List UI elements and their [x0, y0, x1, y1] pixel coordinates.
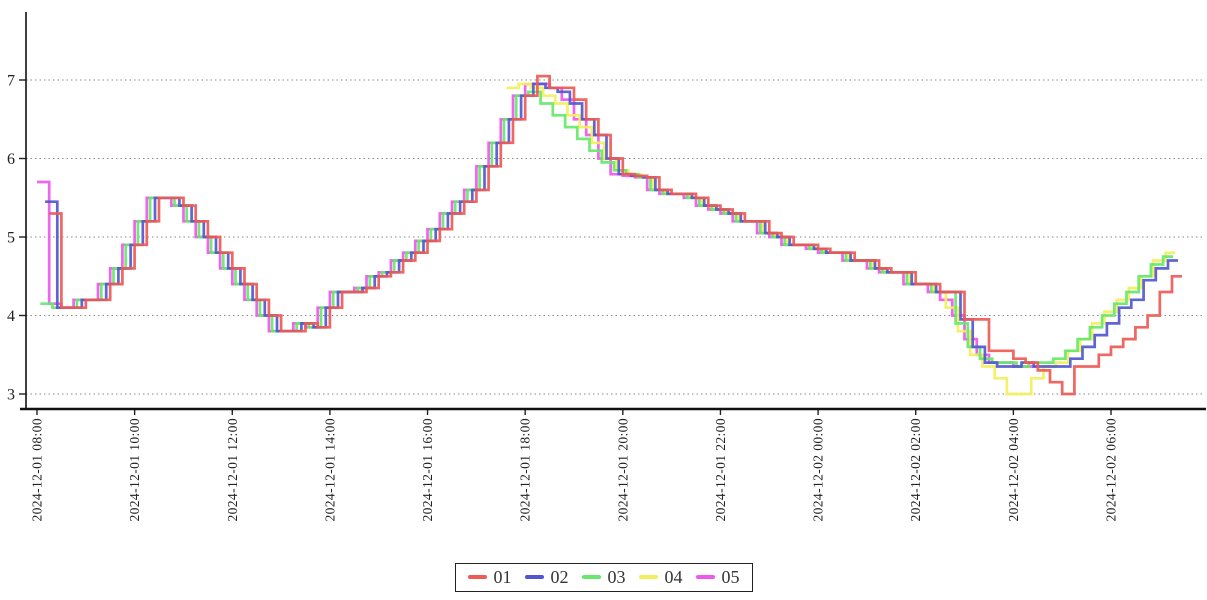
x-tick-label-5: 2024-12-01 18:00: [518, 418, 533, 522]
legend-swatch-03: [581, 575, 601, 579]
x-tick-label-7: 2024-12-01 22:00: [713, 418, 728, 522]
series-03-line: [40, 90, 1174, 368]
legend-swatch-05: [695, 575, 715, 579]
legend-item-02[interactable]: 02: [524, 566, 569, 588]
y-tick-label-5: 5: [7, 230, 15, 247]
chart-legend: 01 02 03 04 05: [454, 563, 753, 592]
x-tick-label-11: 2024-12-02 06:00: [1104, 418, 1119, 522]
legend-item-01[interactable]: 01: [467, 566, 512, 588]
y-tick-label-7: 7: [7, 73, 15, 90]
legend-swatch-02: [524, 575, 544, 579]
x-tick-label-1: 2024-12-01 10:00: [127, 418, 142, 522]
series-04-line: [506, 82, 1176, 396]
x-tick-label-6: 2024-12-01 20:00: [615, 418, 630, 522]
x-tick-label-3: 2024-12-01 14:00: [322, 418, 337, 522]
x-tick-label-8: 2024-12-02 00:00: [811, 418, 826, 522]
series-01-line: [49, 74, 1182, 396]
legend-label-01: 01: [493, 567, 512, 587]
legend-swatch-01: [467, 575, 487, 579]
legend-label-04: 04: [664, 567, 683, 587]
y-tick-label-3: 3: [7, 387, 15, 404]
legend-item-03[interactable]: 03: [581, 566, 626, 588]
x-tick-label-0: 2024-12-01 08:00: [30, 418, 45, 522]
legend-swatch-04: [638, 575, 658, 579]
legend-label-03: 03: [607, 567, 626, 587]
x-tick-label-2: 2024-12-01 12:00: [225, 418, 240, 522]
legend-label-02: 02: [550, 567, 569, 587]
series-05-line: [37, 82, 1036, 368]
x-tick-label-4: 2024-12-01 16:00: [420, 418, 435, 522]
legend-item-05[interactable]: 05: [695, 566, 740, 588]
legend-item-04[interactable]: 04: [638, 566, 683, 588]
x-tick-label-9: 2024-12-02 02:00: [908, 418, 923, 522]
y-tick-label-4: 4: [7, 308, 15, 325]
legend-label-05: 05: [721, 567, 740, 587]
y-tick-label-6: 6: [7, 151, 15, 168]
x-tick-label-10: 2024-12-02 04:00: [1006, 418, 1021, 522]
series-02-line: [45, 82, 1178, 368]
